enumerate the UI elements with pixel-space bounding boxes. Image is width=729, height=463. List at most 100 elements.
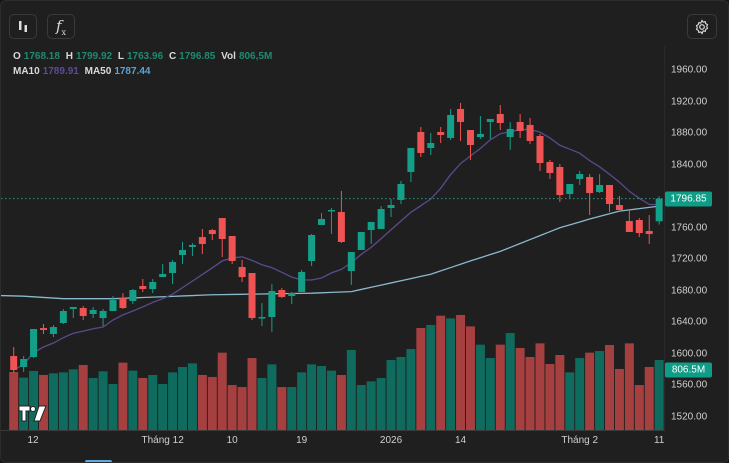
volume-bar — [456, 314, 466, 430]
volume-bar — [297, 372, 307, 430]
candle-body — [377, 209, 385, 229]
candle-body — [566, 184, 574, 194]
volume-bar — [436, 315, 446, 430]
volume-bar — [386, 360, 396, 430]
volume-bar — [446, 318, 456, 430]
candle-body — [288, 293, 296, 297]
volume-bar — [317, 366, 327, 430]
volume-value: 806,5M — [238, 51, 273, 62]
low-value: 1763.96 — [127, 51, 164, 62]
candle-body — [546, 162, 554, 173]
candle-body — [496, 114, 504, 123]
candle-body — [586, 177, 594, 194]
candle-body — [69, 306, 77, 309]
candle-body — [466, 130, 474, 145]
volume-bar — [78, 364, 88, 430]
candle-body — [198, 237, 206, 244]
volume-bar — [605, 345, 614, 430]
price-tick-label: 1560.00 — [671, 379, 708, 391]
candle-body — [228, 236, 236, 262]
tradingview-logo[interactable] — [18, 405, 48, 422]
indicators-button[interactable]: fx — [47, 14, 75, 39]
low-label: L — [117, 51, 124, 62]
volume-bar — [108, 383, 118, 430]
candle-body — [79, 308, 87, 316]
volume-bar — [118, 362, 128, 430]
volume-bar — [535, 343, 545, 430]
volume-bar — [565, 372, 575, 430]
candle-body — [218, 218, 226, 240]
candle-body — [318, 218, 326, 225]
close-label: C — [168, 51, 177, 62]
volume-bar — [9, 372, 19, 430]
candle-body — [347, 252, 355, 272]
candle-body — [308, 234, 316, 262]
candle-body — [188, 244, 196, 247]
price-chart[interactable] — [1, 1, 665, 433]
candle-body — [238, 267, 246, 278]
volume-bar — [88, 378, 98, 430]
candle-body — [268, 290, 276, 318]
candle-body — [615, 205, 623, 210]
candle-body — [248, 272, 256, 319]
volume-bar — [227, 385, 237, 430]
candle-body — [526, 124, 534, 141]
candle-body — [536, 136, 544, 163]
volume-bar — [654, 359, 664, 430]
candle-body — [625, 221, 633, 232]
volume-bar — [267, 364, 277, 430]
candle-body — [169, 262, 177, 273]
volume-bar — [197, 374, 207, 430]
volume-bar — [128, 370, 138, 430]
price-tick-label: 1760.00 — [671, 222, 708, 234]
scroll-handle[interactable] — [85, 460, 112, 462]
settings-button[interactable] — [687, 14, 717, 39]
candle-body — [387, 205, 395, 209]
gear-icon — [695, 18, 709, 35]
volume-bar — [48, 373, 58, 430]
volume-bar — [237, 387, 247, 430]
volume-bar — [336, 374, 346, 430]
price-tick-label: 1880.00 — [671, 127, 708, 139]
volume-bar — [168, 372, 178, 430]
time-tick-label: 2026 — [379, 435, 403, 446]
volume-bar — [326, 370, 336, 430]
price-tick-label: 1920.00 — [671, 96, 708, 108]
volume-bar — [406, 349, 416, 430]
volume-bar — [38, 374, 48, 430]
candle-body — [20, 359, 28, 368]
candle-body — [407, 147, 415, 172]
volume-bar — [644, 366, 654, 430]
volume-bar — [277, 387, 287, 430]
volume-bar — [396, 356, 406, 430]
close-value: 1796.85 — [179, 51, 216, 62]
high-label: H — [65, 51, 73, 62]
open-label: O — [13, 51, 21, 62]
candle-body — [576, 174, 584, 179]
volume-bar — [595, 351, 605, 430]
candle-body — [298, 271, 306, 293]
volume-bar — [545, 364, 555, 430]
candle-body — [357, 231, 365, 250]
volume-bar — [217, 352, 227, 430]
volume-bar — [515, 347, 525, 430]
candle-body — [486, 118, 494, 122]
ma10-label: MA10 — [13, 66, 40, 77]
candle-body — [139, 286, 147, 290]
ohlc-legend: O 1768.18 H 1799.92 L 1763.96 C 1796.85 Vol 8… — [13, 51, 275, 62]
volume-bar — [29, 370, 39, 430]
volume-bar — [98, 371, 108, 430]
volume-bar — [247, 358, 257, 430]
chart-type-button[interactable] — [9, 14, 37, 39]
time-tick-label: Tháng 12 — [141, 435, 184, 446]
candle-body — [367, 221, 375, 231]
volume-bar — [634, 385, 644, 430]
last-volume-label: 806.5M — [665, 362, 712, 378]
volume-bar — [58, 372, 68, 430]
volume-bar — [624, 343, 634, 430]
candle-body — [556, 167, 564, 195]
last-price-label: 1796.85 — [665, 191, 712, 207]
candle-body — [516, 121, 524, 131]
fx-icon: fx — [55, 16, 67, 37]
